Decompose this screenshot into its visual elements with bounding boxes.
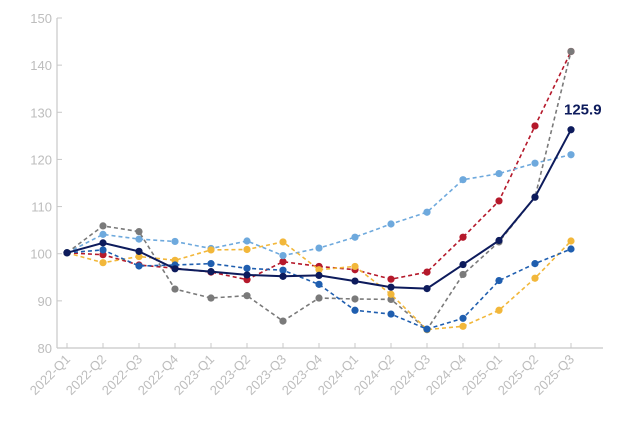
data-point-blue — [387, 310, 395, 318]
data-point-blue — [315, 280, 323, 288]
data-point-yellow — [387, 290, 395, 298]
data-point-navy — [567, 126, 575, 134]
data-point-lightblue — [99, 230, 107, 238]
data-point-lightblue — [135, 235, 143, 243]
x-tick-label: 2025-Q3 — [531, 352, 577, 398]
data-point-yellow — [135, 252, 143, 261]
data-point-yellow — [351, 262, 359, 271]
data-point-lightblue — [423, 208, 431, 216]
data-point-red — [423, 268, 431, 276]
data-point-yellow — [459, 322, 467, 330]
data-point-gray — [459, 270, 467, 279]
data-point-lightblue — [387, 220, 395, 228]
data-point-yellow — [567, 237, 575, 245]
series-navy — [63, 126, 575, 293]
data-point-gray — [171, 285, 179, 293]
data-point-navy — [207, 268, 215, 276]
data-point-navy — [135, 247, 143, 255]
y-tick-label: 90 — [38, 294, 52, 309]
data-point-lightblue — [531, 159, 539, 167]
y-axis-ticks: 80 90 100 110 120 130 140 150 — [30, 11, 62, 356]
data-point-yellow — [279, 238, 287, 246]
data-point-navy — [459, 260, 467, 269]
data-point-blue — [351, 306, 359, 314]
data-point-lightblue — [243, 237, 251, 245]
data-point-navy — [99, 239, 107, 247]
series-gray — [63, 47, 575, 334]
data-point-blue — [99, 246, 107, 254]
data-point-gray — [351, 295, 359, 303]
data-point-yellow — [495, 306, 503, 314]
data-point-red — [495, 197, 503, 205]
series-blue — [63, 245, 575, 333]
data-point-yellow — [99, 259, 107, 267]
data-point-navy — [351, 277, 359, 285]
data-point-blue — [135, 262, 143, 270]
data-point-lightblue — [279, 252, 287, 260]
data-point-blue — [567, 245, 575, 253]
data-point-yellow — [315, 266, 323, 274]
data-point-blue — [459, 314, 467, 322]
data-point-gray — [243, 292, 251, 300]
data-point-red — [459, 233, 467, 241]
data-point-navy — [423, 285, 431, 293]
series-line-blue — [66, 248, 572, 330]
data-point-gray — [135, 227, 143, 236]
data-point-lightblue — [315, 244, 323, 252]
y-tick-label: 100 — [30, 247, 52, 262]
data-point-blue — [279, 266, 287, 274]
annotations: 125.9 — [564, 102, 602, 119]
data-point-navy — [315, 271, 323, 279]
data-point-navy — [171, 265, 179, 273]
data-point-gray — [567, 47, 575, 56]
y-tick-label: 150 — [30, 11, 52, 26]
data-point-navy — [243, 271, 251, 279]
data-point-blue — [423, 325, 431, 333]
data-point-blue — [495, 276, 503, 285]
data-point-lightblue — [495, 169, 503, 178]
series-lightblue — [63, 151, 575, 260]
y-tick-label: 110 — [31, 200, 52, 215]
axes — [56, 18, 603, 349]
data-point-lightblue — [351, 233, 359, 241]
x-axis-ticks: 2022-Q12022-Q22022-Q32022-Q42023-Q12023-… — [27, 343, 577, 398]
y-tick-label: 80 — [38, 341, 52, 356]
y-tick-label: 120 — [30, 152, 52, 167]
y-tick-label: 130 — [30, 105, 52, 120]
data-point-gray — [279, 317, 287, 325]
data-point-yellow — [243, 245, 251, 254]
data-point-navy — [63, 249, 71, 257]
data-point-yellow — [207, 246, 215, 254]
data-point-blue — [531, 260, 539, 268]
series-group — [63, 47, 575, 334]
data-point-red — [279, 258, 287, 266]
data-point-navy — [495, 236, 503, 245]
data-point-navy — [387, 283, 395, 291]
data-point-gray — [387, 295, 395, 304]
data-point-navy — [531, 193, 539, 201]
data-point-blue — [207, 260, 215, 268]
data-label: 125.9 — [564, 102, 602, 119]
y-tick-label: 140 — [30, 58, 52, 73]
data-point-lightblue — [171, 237, 179, 246]
data-point-lightblue — [459, 176, 467, 184]
data-point-navy — [279, 272, 287, 280]
data-point-lightblue — [567, 151, 575, 159]
data-point-red — [387, 275, 395, 283]
data-point-gray — [207, 294, 215, 302]
data-point-red — [531, 122, 539, 130]
data-point-gray — [315, 294, 323, 302]
data-point-gray — [99, 222, 107, 230]
data-point-blue — [243, 264, 251, 272]
data-point-yellow — [531, 274, 539, 282]
